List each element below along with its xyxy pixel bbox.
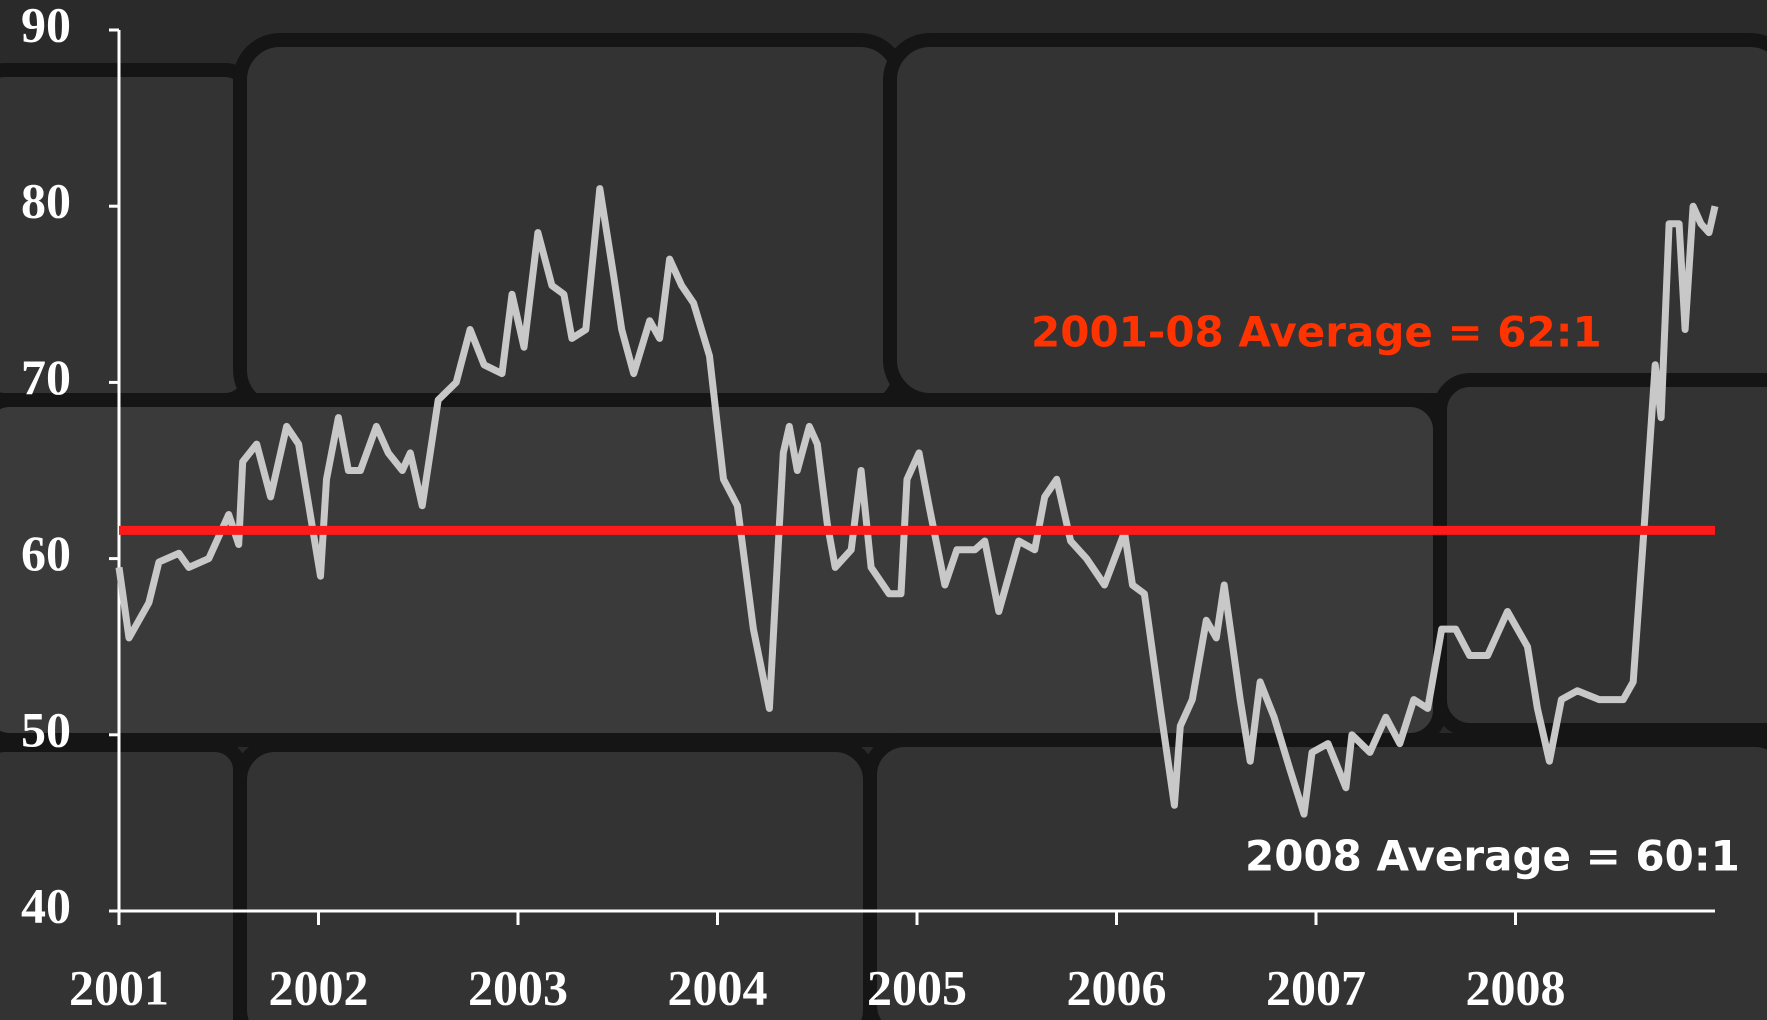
y-tick-label: 50 [21, 701, 71, 757]
x-tick-label: 2001 [69, 959, 169, 1015]
brick [1433, 373, 1767, 737]
annotation: 2008 Average = 60:1 [1245, 832, 1740, 881]
average-label: 2001-08 Average = 62:1 [1031, 308, 1602, 357]
x-tick-label: 2005 [867, 959, 967, 1015]
data-line [115, 185, 1719, 818]
y-tick-label: 80 [21, 173, 71, 229]
x-tick-label: 2004 [668, 959, 768, 1015]
brick [863, 733, 1767, 1020]
y-tick-label: 90 [21, 0, 71, 52]
x-tick-label: 2003 [468, 959, 568, 1015]
y-tick-label: 70 [21, 349, 71, 405]
y-tick-label: 60 [21, 525, 71, 581]
x-tick-label: 2008 [1466, 959, 1566, 1015]
x-tick-label: 2006 [1067, 959, 1167, 1015]
y-tick-label: 40 [21, 877, 71, 933]
brick [233, 33, 907, 417]
x-tick-label: 2002 [269, 959, 369, 1015]
x-tick-label: 2007 [1266, 959, 1366, 1015]
